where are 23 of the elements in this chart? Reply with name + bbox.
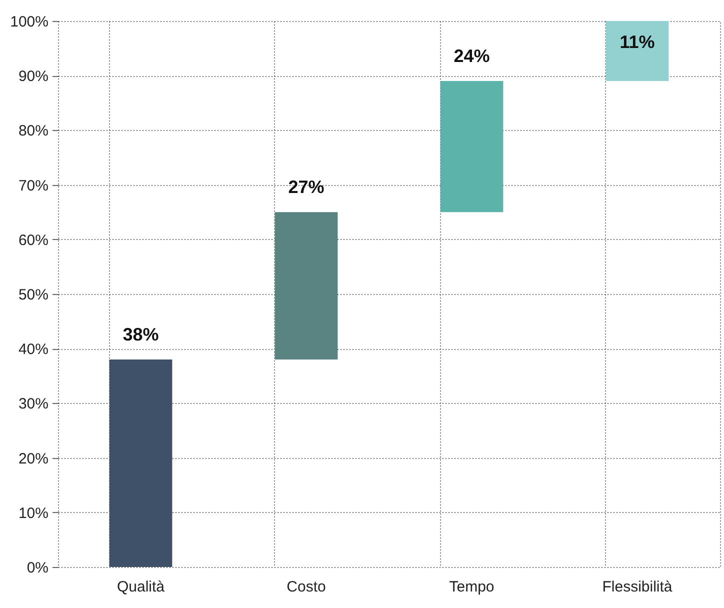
y-tick-label: 30% — [18, 396, 48, 413]
data-label: 24% — [454, 46, 490, 66]
x-tick-label: Tempo — [449, 578, 494, 596]
y-tick-label: 20% — [18, 450, 48, 468]
bar — [274, 212, 338, 360]
y-tick-label: 40% — [18, 341, 48, 358]
y-tick-label: 80% — [18, 122, 48, 140]
y-tick-label: 100% — [10, 14, 48, 30]
x-tick-label: Costo — [286, 578, 326, 596]
bar — [440, 81, 504, 212]
bar — [109, 360, 172, 567]
y-tick-label: 50% — [18, 286, 48, 304]
y-tick-label: 10% — [18, 504, 48, 522]
y-tick-label: 0% — [26, 560, 48, 576]
y-tick-label: 90% — [18, 68, 48, 86]
bar — [606, 21, 669, 82]
data-label: 38% — [122, 324, 159, 345]
y-tick-label: 60% — [18, 232, 48, 249]
x-tick-label: Qualità — [116, 578, 166, 596]
y-tick-label: 70% — [18, 177, 48, 194]
data-label: 11% — [620, 32, 655, 52]
data-label: 27% — [288, 177, 324, 198]
x-tick-label: Flessibilità — [602, 578, 673, 596]
